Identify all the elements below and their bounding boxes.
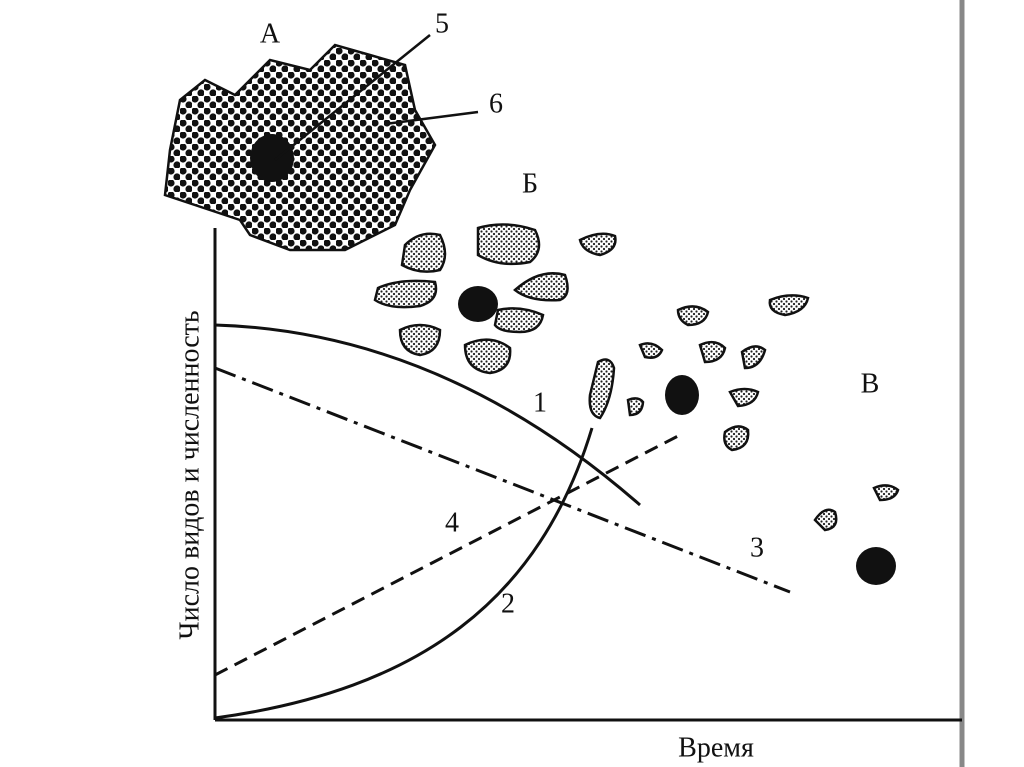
region-c: [813, 484, 900, 585]
region-a: [163, 43, 437, 252]
y-axis-label: Число видов и численность: [174, 310, 205, 639]
curve-label: 1: [533, 387, 547, 418]
region-label: В: [861, 368, 880, 399]
curve-label: 2: [501, 588, 515, 619]
curve-label: 3: [750, 532, 764, 563]
callout-line: [384, 110, 479, 126]
region-label: А: [260, 18, 281, 49]
spot: [250, 134, 294, 182]
callout-label: 6: [489, 88, 503, 119]
curve-2: [214, 427, 594, 720]
transition-patches: [588, 294, 810, 452]
region-label: Б: [522, 168, 538, 199]
curve-label: 4: [445, 507, 459, 538]
region-b: [373, 223, 617, 375]
callout-line: [274, 34, 431, 161]
curve-1: [214, 323, 641, 507]
x-axis-label: Время: [678, 732, 754, 763]
callout-label: 5: [435, 8, 449, 39]
